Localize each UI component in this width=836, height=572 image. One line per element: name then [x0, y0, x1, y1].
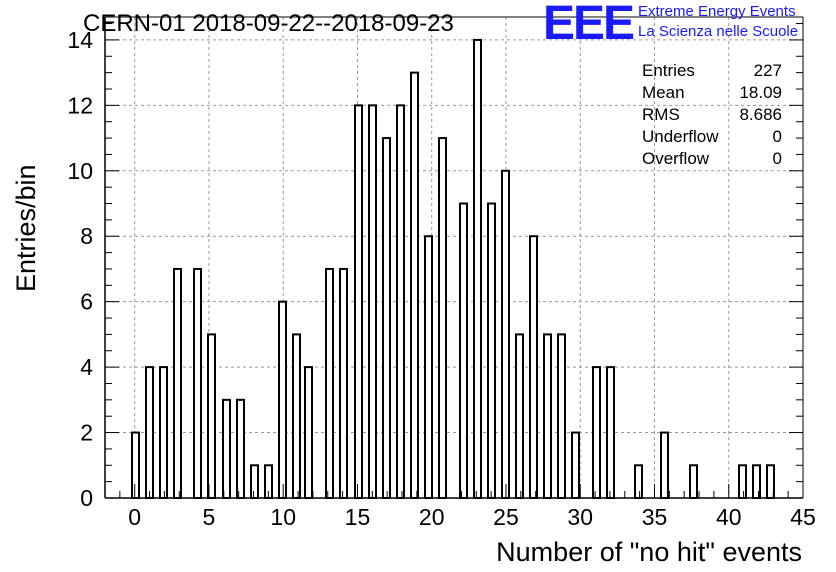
stats-box: Entries 227 Mean 18.09 RMS 8.686 Underflow 0…	[642, 60, 782, 170]
histogram-bar	[473, 38, 482, 500]
stat-label: Entries	[642, 61, 695, 80]
stat-label: RMS	[642, 105, 680, 124]
stat-row-rms: RMS 8.686	[642, 104, 782, 126]
stat-row-underflow: Underflow 0	[642, 126, 782, 148]
logo-caption: Extreme Energy Events La Scienza nelle S…	[638, 2, 798, 42]
x-tick-label: 10	[270, 504, 296, 530]
stat-label: Mean	[642, 83, 685, 102]
histogram-bar	[278, 300, 287, 499]
histogram-bar	[396, 104, 405, 500]
y-tick-label: 8	[80, 223, 93, 249]
histogram-bar	[459, 202, 468, 500]
y-tick-label: 6	[80, 289, 93, 315]
stat-value: 227	[753, 61, 782, 80]
histogram-bar	[571, 431, 580, 500]
histogram-bar	[339, 267, 348, 500]
x-tick-label: 40	[716, 504, 742, 530]
histogram-bar	[592, 366, 601, 499]
histogram-bar	[354, 104, 363, 500]
x-tick-label: 5	[203, 504, 216, 530]
histogram-bar	[222, 398, 231, 499]
histogram-bar	[438, 137, 447, 499]
histogram-bar	[543, 333, 552, 499]
histogram-bar	[173, 267, 182, 500]
x-tick-label: 15	[345, 504, 371, 530]
y-axis-label: Entries/bin	[11, 164, 41, 292]
histogram-bar	[606, 366, 615, 499]
logo-caption-line1: Extreme Energy Events	[638, 3, 796, 20]
histogram-bar	[529, 235, 538, 499]
y-tick-label: 0	[80, 485, 93, 511]
x-tick-label: 25	[493, 504, 519, 530]
histogram-bar	[752, 464, 761, 499]
histogram-bar	[193, 267, 202, 500]
y-tick-label: 14	[67, 27, 93, 53]
histogram-bar	[159, 366, 168, 499]
histogram-bar	[292, 333, 301, 499]
histogram-bar	[250, 464, 259, 499]
logo-caption-line2: La Scienza nelle Scuole	[638, 23, 799, 40]
x-axis-ticks: 0 5 10 15 20 25 30 35 40 45	[104, 484, 816, 530]
histogram-bar	[325, 267, 334, 500]
stat-value: 8.686	[739, 105, 782, 124]
x-axis-label: Number of "no hit" events	[496, 537, 802, 567]
y-tick-label: 2	[80, 420, 93, 446]
stat-row-overflow: Overflow 0	[642, 148, 782, 170]
histogram-bar	[207, 333, 216, 499]
stat-row-mean: Mean 18.09	[642, 82, 782, 104]
histogram-bar	[304, 366, 313, 499]
stat-label: Overflow	[642, 149, 710, 168]
grid-lines	[105, 17, 804, 498]
histogram-bar	[410, 71, 419, 499]
histogram-bar	[515, 333, 524, 499]
eee-logo: EEE	[543, 0, 635, 50]
stat-label: Underflow	[642, 127, 719, 146]
histogram-bar	[368, 104, 377, 500]
histogram-bar	[660, 431, 669, 500]
histogram-bar	[145, 366, 154, 499]
y-tick-label: 4	[80, 354, 93, 380]
histogram-bar	[689, 464, 698, 499]
y-axis-label-wrap: Entries/bin	[5, 112, 45, 292]
histogram-bar	[738, 464, 747, 499]
histogram-bar	[501, 169, 510, 499]
x-tick-label: 45	[790, 504, 816, 530]
x-tick-label: 30	[567, 504, 593, 530]
x-tick-label: 35	[642, 504, 668, 530]
stat-value: 0	[772, 149, 782, 168]
histogram-bar	[236, 398, 245, 499]
y-axis-ticks: 0 2 4 6 8 10 12 14	[67, 23, 803, 511]
histogram-bar	[634, 464, 643, 499]
stat-value: 0	[772, 127, 782, 146]
x-tick-label: 0	[128, 504, 141, 530]
stat-row-entries: Entries 227	[642, 60, 782, 82]
histogram-bar	[131, 431, 140, 500]
y-tick-label: 12	[67, 92, 93, 118]
y-tick-label: 10	[67, 158, 93, 184]
x-tick-label: 20	[419, 504, 445, 530]
stat-value: 18.09	[739, 83, 782, 102]
histogram-bar	[557, 333, 566, 499]
histogram-bar	[382, 137, 391, 499]
axes-frame	[104, 16, 804, 499]
histogram-bar	[487, 202, 496, 500]
histogram-bar	[424, 235, 433, 499]
chart-title: CERN-01 2018-09-22--2018-09-23	[83, 10, 454, 37]
